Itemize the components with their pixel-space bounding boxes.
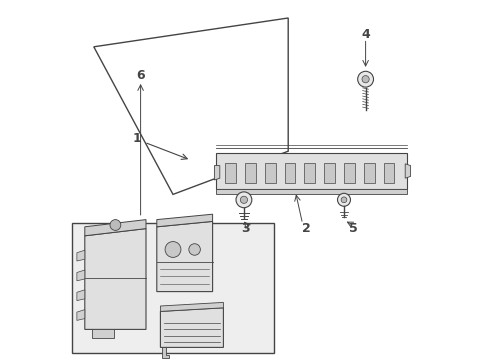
Polygon shape — [160, 308, 223, 347]
Circle shape — [110, 220, 121, 230]
Polygon shape — [85, 220, 146, 236]
Bar — [304, 163, 315, 183]
Polygon shape — [162, 347, 170, 358]
Bar — [344, 163, 355, 183]
Polygon shape — [77, 270, 85, 281]
Circle shape — [189, 244, 200, 255]
Bar — [285, 163, 295, 183]
Circle shape — [358, 71, 373, 87]
Polygon shape — [92, 329, 114, 338]
Text: 5: 5 — [348, 222, 357, 235]
Bar — [72, 223, 274, 353]
Polygon shape — [157, 221, 213, 292]
Text: 3: 3 — [241, 222, 249, 235]
Text: 2: 2 — [302, 222, 311, 235]
Polygon shape — [77, 250, 85, 261]
Bar — [265, 163, 275, 183]
Circle shape — [362, 76, 369, 83]
Circle shape — [165, 242, 181, 257]
Polygon shape — [215, 166, 220, 180]
Bar — [364, 163, 374, 183]
Circle shape — [338, 193, 350, 206]
Circle shape — [240, 196, 247, 203]
Circle shape — [341, 197, 347, 203]
Polygon shape — [77, 310, 85, 320]
Text: 4: 4 — [361, 28, 370, 41]
Bar — [225, 163, 236, 183]
Polygon shape — [77, 290, 85, 301]
Polygon shape — [216, 189, 407, 194]
Bar — [324, 163, 335, 183]
Polygon shape — [160, 302, 223, 311]
Polygon shape — [157, 214, 213, 227]
Polygon shape — [85, 229, 146, 329]
Bar — [245, 163, 256, 183]
Text: 1: 1 — [133, 132, 142, 145]
Polygon shape — [405, 164, 411, 178]
Text: 6: 6 — [136, 69, 145, 82]
Circle shape — [236, 192, 252, 208]
Polygon shape — [216, 153, 407, 189]
Bar — [384, 163, 394, 183]
